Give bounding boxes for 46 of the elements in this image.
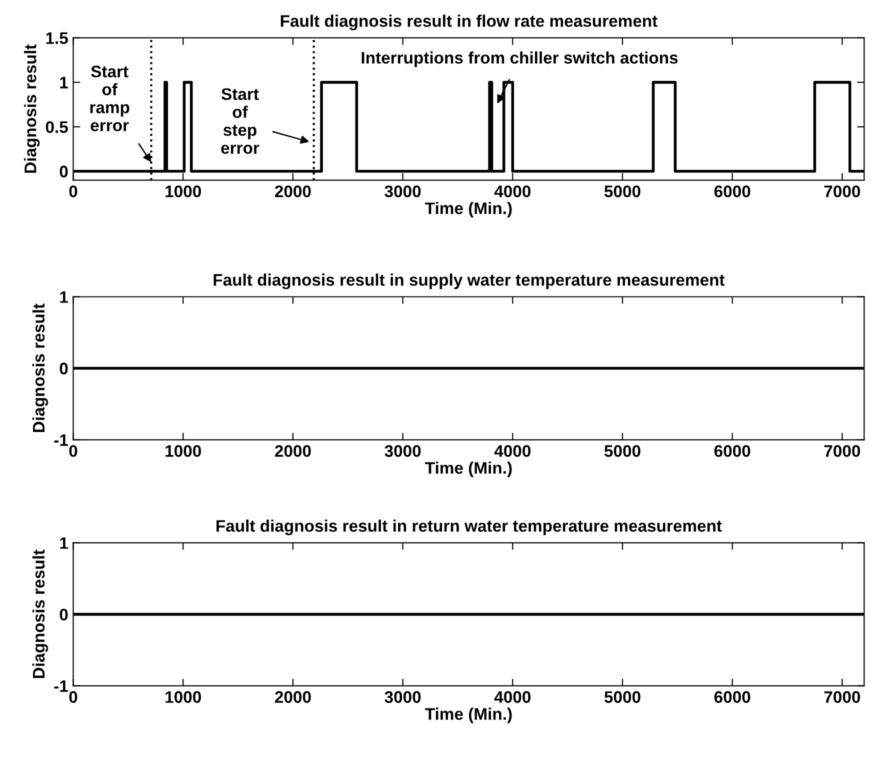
x-tick-label: 3000 bbox=[384, 185, 421, 198]
x-tick-label: 1000 bbox=[166, 691, 201, 703]
x-tick-label: 5000 bbox=[604, 691, 640, 703]
y-tick-label: 1.5 bbox=[46, 32, 68, 44]
annotation: Start of ramp error bbox=[90, 66, 130, 132]
x-axis-title: Time (Min.) bbox=[425, 202, 512, 218]
chart-title: Fault diagnosis result in supply water temperature measurement bbox=[214, 274, 725, 290]
x-tick-label: 5000 bbox=[604, 445, 640, 457]
x-tick-label: 0 bbox=[69, 691, 78, 703]
y-tick-label: 1 bbox=[60, 76, 68, 88]
x-tick-label: 4000 bbox=[494, 445, 530, 457]
annotation: Interruptions from chiller switch actions bbox=[362, 51, 678, 67]
x-tick-label: 2000 bbox=[274, 445, 311, 457]
x-tick-label: 7000 bbox=[824, 445, 860, 457]
y-tick-label: 0 bbox=[60, 166, 68, 178]
y-axis-title: Diagnosis result bbox=[32, 304, 48, 432]
x-tick-label: 1000 bbox=[166, 185, 201, 198]
y-tick-label: 0 bbox=[60, 608, 68, 621]
x-tick-label: 1000 bbox=[166, 445, 201, 457]
x-tick-label: 4000 bbox=[494, 185, 530, 198]
x-tick-label: 6000 bbox=[714, 185, 750, 198]
x-tick-label: 7000 bbox=[824, 185, 860, 198]
x-tick-label: 5000 bbox=[604, 185, 640, 198]
y-tick-label: -1 bbox=[54, 434, 68, 446]
x-tick-label: 2000 bbox=[274, 691, 311, 703]
y-tick-label: 0.5 bbox=[46, 121, 68, 133]
chart-title: Fault diagnosis result in return water temperature measurement bbox=[216, 520, 722, 536]
x-tick-label: 3000 bbox=[384, 445, 421, 457]
annotation: Start of step error bbox=[221, 88, 260, 154]
x-tick-label: 6000 bbox=[714, 445, 750, 457]
x-tick-label: 2000 bbox=[274, 185, 311, 198]
chart-title: Fault diagnosis result in flow rate measurement bbox=[280, 14, 658, 30]
x-tick-label: 6000 bbox=[714, 691, 750, 703]
x-tick-label: 4000 bbox=[494, 691, 530, 703]
x-tick-label: 3000 bbox=[384, 691, 421, 703]
x-tick-label: 0 bbox=[69, 445, 78, 457]
x-tick-label: 7000 bbox=[824, 691, 860, 703]
y-axis-title: Diagnosis result bbox=[32, 550, 48, 678]
x-axis-title: Time (Min.) bbox=[425, 708, 512, 724]
y-axis-title: Diagnosis result bbox=[24, 44, 40, 173]
y-tick-label: 1 bbox=[60, 291, 68, 303]
y-tick-label: -1 bbox=[54, 680, 68, 692]
y-tick-label: 1 bbox=[60, 537, 68, 549]
x-tick-label: 0 bbox=[69, 185, 78, 198]
x-axis-title: Time (Min.) bbox=[425, 462, 512, 478]
y-tick-label: 0 bbox=[60, 362, 68, 374]
